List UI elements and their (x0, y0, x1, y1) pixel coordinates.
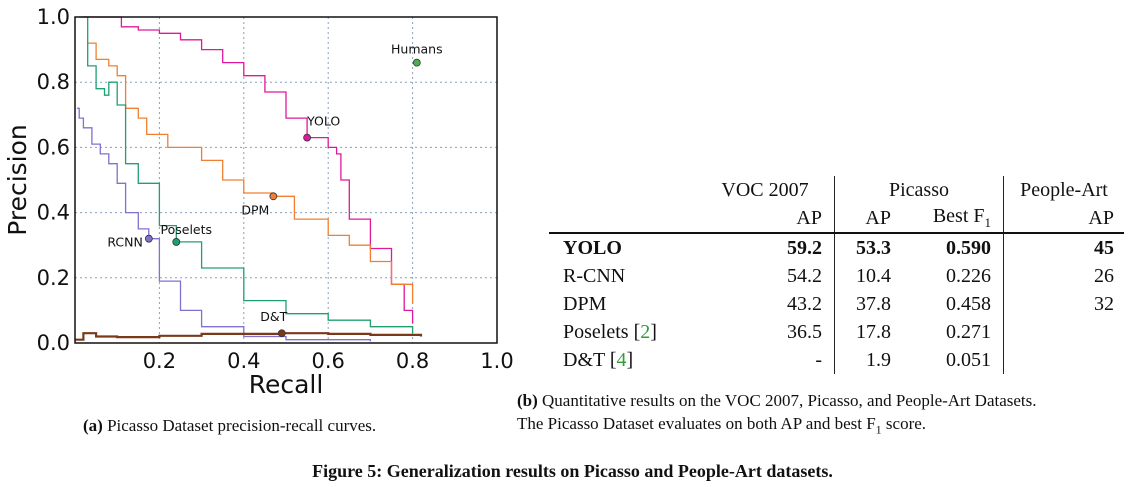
citation-link[interactable]: 2 (640, 320, 651, 343)
series-point (144, 234, 153, 243)
series-point (277, 329, 286, 338)
row-method: YOLO (563, 236, 622, 259)
caption-b-text1: Quantitative results on the VOC 2007, Pi… (542, 391, 1037, 410)
x-tick-label: 0.2 (143, 349, 176, 373)
row-method-cell: D&T [4] (563, 348, 634, 371)
header-f1-sub: 1 (984, 215, 992, 230)
series-line-dpm (87, 42, 414, 304)
x-tick-label: 0.4 (227, 349, 260, 373)
x-tick-label: 1.0 (480, 349, 513, 373)
series-label: D&T (260, 309, 287, 324)
header-f1-label: Best F (932, 205, 985, 227)
row-voc-ap: 59.2 (696, 233, 835, 262)
row-picasso-f1: 0.590 (899, 233, 1004, 262)
series-line-yolo (83, 16, 414, 324)
table-row: DPM 43.2 37.8 0.458 32 (549, 290, 1124, 318)
row-picasso-ap: 10.4 (856, 264, 891, 287)
chart-series (75, 16, 423, 342)
citation-link[interactable]: 4 (616, 348, 627, 371)
series-point (303, 133, 312, 142)
table-header-top: VOC 2007 Picasso People-Art (549, 176, 1124, 204)
results-table: VOC 2007 Picasso People-Art AP AP Best F… (549, 176, 1124, 374)
x-tick-label: 0.8 (396, 349, 429, 373)
table-row: YOLO 59.2 53.3 0.590 45 (549, 233, 1124, 262)
row-people-art-ap: 26 (1094, 264, 1114, 287)
series-label: Poselets (161, 222, 213, 237)
header-picasso: Picasso (834, 176, 1004, 204)
caption-b-text2: The Picasso Dataset evaluates on both AP… (517, 414, 876, 433)
caption-b: (b) Quantitative results on the VOC 2007… (517, 389, 1142, 441)
caption-a-text: Picasso Dataset precision-recall curves. (107, 416, 377, 435)
x-tick-label: 0.6 (311, 349, 344, 373)
series-label: DPM (241, 202, 269, 217)
x-axis-title: Recall (249, 370, 324, 399)
table-row: R-CNN 54.2 10.4 0.226 26 (549, 262, 1124, 290)
table-row: Poselets [2] 36.5 17.8 0.271 (549, 318, 1124, 346)
y-tick-label: 0.0 (37, 331, 70, 355)
row-voc-ap: 43.2 (696, 290, 835, 318)
chart-markers: YOLO DPM Poselets RCNN D&T Humans (107, 42, 443, 338)
row-method: Poselets (563, 320, 634, 343)
series-point (269, 192, 278, 201)
figure-title: Figure 5: Generalization results on Pica… (312, 461, 833, 481)
table-row: D&T [4] - 1.9 0.051 (549, 346, 1124, 374)
header-picasso-f1: Best F1 (899, 204, 1004, 234)
y-tick-label: 0.6 (37, 135, 70, 159)
series-label: YOLO (306, 114, 340, 129)
header-picasso-ap: AP (834, 204, 899, 234)
row-people-art-ap: 45 (1094, 236, 1114, 259)
row-method-cell: Poselets [2] (563, 320, 657, 343)
header-people-art-ap: AP (1003, 204, 1124, 234)
row-people-art-ap: 32 (1094, 292, 1114, 315)
caption-b-sub: 1 (875, 422, 882, 437)
row-picasso-ap: 53.3 (856, 236, 891, 259)
humans-point (412, 58, 421, 67)
row-people-art-ap (1004, 318, 1125, 346)
row-people-art-ap (1004, 346, 1125, 374)
y-tick-label: 0.4 (37, 201, 70, 225)
row-method: R-CNN (563, 264, 626, 287)
humans-label: Humans (391, 42, 443, 57)
table-header-bottom: AP AP Best F1 AP (549, 204, 1124, 234)
series-label: RCNN (107, 235, 143, 250)
header-people-art: People-Art (1020, 178, 1108, 201)
caption-a: (a) Picasso Dataset precision-recall cur… (83, 414, 376, 437)
header-method (549, 204, 696, 234)
row-method: DPM (563, 292, 607, 315)
series-point (172, 238, 181, 246)
series-line-poselets (79, 16, 414, 334)
header-voc-ap: AP (696, 204, 835, 234)
caption-a-tag: (a) (83, 416, 103, 435)
row-voc-ap: 36.5 (696, 318, 835, 346)
caption-b-line1: (b) Quantitative results on the VOC 2007… (517, 389, 1142, 412)
series-line-rcnn (77, 107, 372, 342)
plot-frame (74, 16, 498, 344)
row-picasso-ap: 1.9 (866, 348, 891, 371)
header-voc2007: VOC 2007 (696, 176, 835, 204)
caption-b-tag: (b) (517, 391, 538, 410)
row-picasso-f1: 0.226 (899, 262, 1004, 290)
row-picasso-ap: 17.8 (856, 320, 891, 343)
row-picasso-f1: 0.458 (899, 290, 1004, 318)
header-empty (549, 176, 696, 204)
y-axis-title: Precision (3, 124, 32, 236)
row-picasso-ap: 37.8 (856, 292, 891, 315)
y-tick-label: 0.8 (37, 70, 70, 94)
y-tick-label: 1.0 (37, 5, 70, 29)
row-voc-ap: 54.2 (696, 262, 835, 290)
chart-ticks: 0.2 0.4 0.6 0.8 1.0 0.0 0.2 0.4 0.6 0.8 1.0 (37, 5, 514, 373)
row-picasso-f1: 0.051 (899, 346, 1004, 374)
row-voc-ap: - (696, 346, 835, 374)
row-method: D&T (563, 348, 610, 371)
y-tick-label: 0.2 (37, 266, 70, 290)
row-picasso-f1: 0.271 (899, 318, 1004, 346)
caption-b-line2: The Picasso Dataset evaluates on both AP… (517, 412, 1142, 441)
caption-b-text3: score. (881, 414, 927, 433)
series-line-dt (75, 332, 423, 341)
